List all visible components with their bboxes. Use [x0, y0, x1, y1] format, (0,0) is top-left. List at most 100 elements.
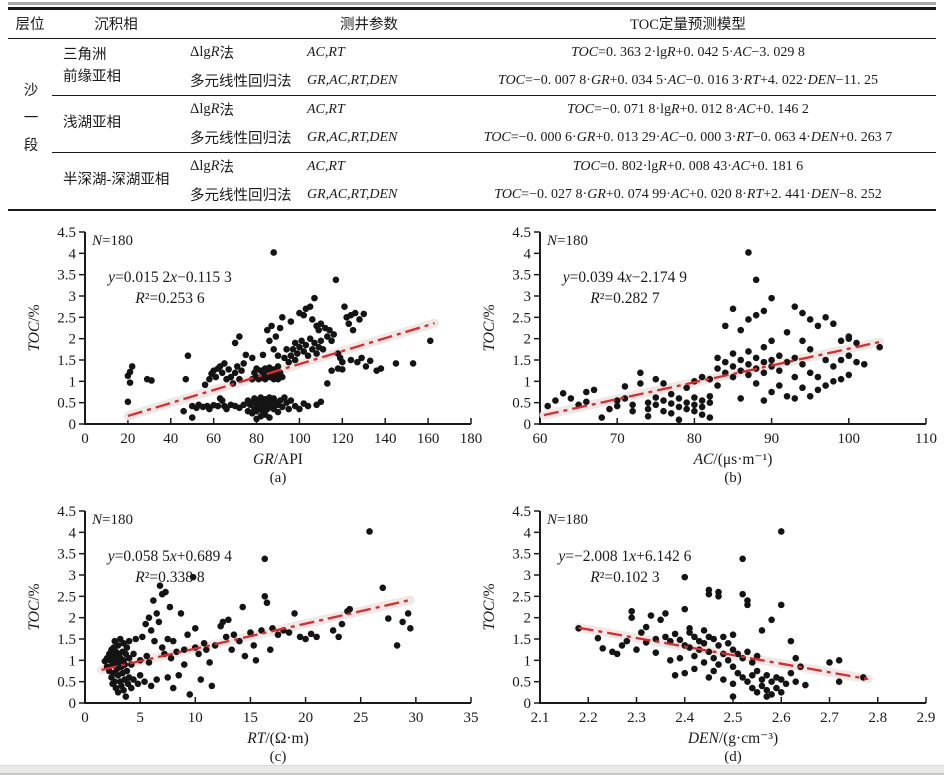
axis-ticks — [79, 231, 472, 425]
y-tick-label: 3.5 — [512, 268, 531, 284]
y-tick-label: 1 — [69, 374, 77, 390]
y-tick-label: 2.5 — [57, 310, 76, 326]
header-log-params: 测井参数 — [340, 17, 398, 33]
y-tick-label: 0 — [524, 417, 532, 433]
r-squared-label: R²=0.282 7 — [589, 290, 660, 307]
x-axis-label: GR/API — [253, 451, 303, 468]
y-tick-label: 1.5 — [512, 632, 531, 648]
x-tick-label: 5 — [136, 710, 144, 726]
x-tick-label: 90 — [764, 431, 779, 447]
y-tick-label: 2.5 — [57, 589, 76, 605]
x-axis-label: AC/(μs·m⁻¹) — [693, 451, 773, 468]
params-cell: GR,AC,RT,DEN — [307, 72, 398, 88]
x-tick-label: 160 — [417, 431, 440, 447]
trend-line — [127, 322, 435, 418]
y-axis-label: TOC/% — [26, 304, 43, 351]
subplot-caption: (b) — [724, 470, 742, 486]
y-tick-label: 2.5 — [512, 310, 531, 326]
scatter-plot-d-svg: 0 0.5 1 1.5 2 2.5 3 3.5 4 4.5 2.1 2.2 2.3 2.4 2.5 2.6 2.… — [481, 504, 935, 765]
y-tick-label: 1 — [524, 374, 532, 390]
scatter-plot-c: 0 0.5 1 1.5 2 2.5 3 3.5 4 4.5 0 5 10 15 20 25 30 35 N=180 y… — [4, 497, 479, 770]
y-tick-label: 0 — [69, 417, 77, 433]
y-tick-label: 2 — [524, 332, 532, 348]
method-cell: 多元线性回归法 — [190, 131, 292, 147]
sample-count-label: N=180 — [91, 512, 133, 528]
trend-line — [101, 598, 411, 671]
x-tick-label: 2.2 — [579, 710, 598, 726]
y-tick-label: 1.5 — [512, 353, 531, 369]
axis-ticks — [534, 510, 927, 704]
x-tick-label: 10 — [188, 710, 203, 726]
x-tick-label: 70 — [610, 431, 625, 447]
x-tick-label: 35 — [464, 710, 479, 726]
subplot-caption: (a) — [270, 470, 287, 486]
y-tick-label: 4.5 — [57, 504, 76, 520]
tick-labels: 0 0.5 1 1.5 2 2.5 3 3.5 4 4.5 0 5 10 15 20 25 30 35 — [57, 504, 478, 726]
regression-equation: y=0.039 4x−2.174 9 — [561, 269, 688, 286]
y-tick-label: 0 — [69, 696, 77, 712]
y-tick-label: 0 — [524, 696, 532, 712]
header-facies: 沉积相 — [94, 17, 138, 33]
method-cell: Δlg R 法 — [190, 158, 234, 176]
regression-equation: y=0.058 5x+0.689 4 — [106, 548, 233, 565]
subplot-caption: (d) — [724, 749, 742, 765]
y-axis-label: TOC/% — [481, 304, 498, 351]
x-tick-label: 100 — [288, 431, 311, 447]
axes-spines — [539, 232, 926, 425]
x-tick-label: 120 — [331, 431, 354, 447]
scatter-plot-d: 0 0.5 1 1.5 2 2.5 3 3.5 4 4.5 2.1 2.2 2.3 2.4 2.5 2.6 2.… — [472, 497, 940, 770]
table-header-row: 层位 沉积相 测井参数 TOC定量预测模型 — [8, 10, 936, 39]
x-tick-label: 40 — [163, 431, 178, 447]
y-tick-label: 3 — [69, 289, 77, 305]
x-tick-label: 0 — [81, 431, 89, 447]
table-top-rule-gray — [8, 2, 936, 5]
y-tick-label: 4 — [524, 525, 532, 541]
y-tick-label: 0.5 — [512, 396, 531, 412]
x-tick-label: 2.7 — [820, 710, 839, 726]
table-top-rule — [8, 7, 936, 10]
y-tick-label: 3 — [524, 568, 532, 584]
params-cell: AC,RT — [307, 158, 345, 174]
x-tick-label: 20 — [120, 431, 135, 447]
model-cell: TOC =0. 363 2·lg R +0. 042 5· AC −3. 029 8 — [571, 44, 805, 60]
y-tick-label: 2 — [69, 332, 77, 348]
y-tick-label: 0.5 — [512, 675, 531, 691]
x-tick-label: 2.6 — [772, 710, 791, 726]
x-tick-label: 2.1 — [531, 710, 550, 726]
y-tick-label: 4.5 — [57, 225, 76, 241]
y-tick-label: 1.5 — [57, 632, 76, 648]
toc-model-table: 层位 沉积相 测井参数 TOC定量预测模型 沙一段 三角洲 前缘亚相 Δlg R… — [8, 2, 936, 211]
x-tick-label: 0 — [81, 710, 89, 726]
params-cell: AC,RT — [307, 101, 345, 117]
tick-labels: 0 0.5 1 1.5 2 2.5 3 3.5 4 4.5 0 20 40 60 80 100 120 140 16… — [57, 225, 482, 447]
r-squared-label: R²=0.338 8 — [134, 569, 205, 586]
tick-labels: 0 0.5 1 1.5 2 2.5 3 3.5 4 4.5 2.1 2.2 2.3 2.4 2.5 2.6 2.… — [512, 504, 935, 726]
table-body: 沙一段 三角洲 前缘亚相 Δlg R 法 AC,RT TOC =0. 363 2·… — [8, 39, 936, 209]
scatter-plot-b-svg: 0 0.5 1 1.5 2 2.5 3 3.5 4 4.5 60 70 80 90 100 110 N=180 y… — [481, 225, 937, 486]
x-tick-label: 2.8 — [868, 710, 887, 726]
model-cell: TOC =−0. 027 8· GR +0. 074 99· AC +0. 020 8· R… — [494, 186, 882, 202]
scatter-plot-c-svg: 0 0.5 1 1.5 2 2.5 3 3.5 4 4.5 0 5 10 15 20 25 30 35 N=180 y… — [26, 504, 479, 765]
scatter-points — [101, 528, 414, 700]
facies-cell: 半深湖-深湖亚相 — [63, 171, 170, 188]
x-tick-label: 100 — [838, 431, 861, 447]
regression-equation: y=−2.008 1x+6.142 6 — [556, 548, 691, 565]
y-tick-label: 0.5 — [57, 675, 76, 691]
x-tick-label: 2.4 — [675, 710, 694, 726]
regression-equation: y=0.015 2x−0.115 3 — [106, 269, 232, 286]
method-cell: Δlg R 法 — [190, 101, 234, 119]
x-tick-label: 180 — [460, 431, 483, 447]
r-squared-label: R²=0.253 6 — [134, 290, 205, 307]
scatter-points — [544, 249, 883, 424]
y-tick-label: 3 — [69, 568, 77, 584]
tick-labels: 0 0.5 1 1.5 2 2.5 3 3.5 4 4.5 60 70 80 90 100 110 — [512, 225, 937, 447]
y-tick-label: 1 — [524, 653, 532, 669]
x-tick-label: 25 — [353, 710, 368, 726]
trend-line — [578, 626, 869, 681]
axis-ticks — [79, 510, 472, 704]
y-axis-label: TOC/% — [26, 583, 43, 630]
y-tick-label: 2 — [524, 611, 532, 627]
x-axis-label: RT/(Ω·m) — [246, 730, 308, 747]
x-tick-label: 140 — [374, 431, 397, 447]
